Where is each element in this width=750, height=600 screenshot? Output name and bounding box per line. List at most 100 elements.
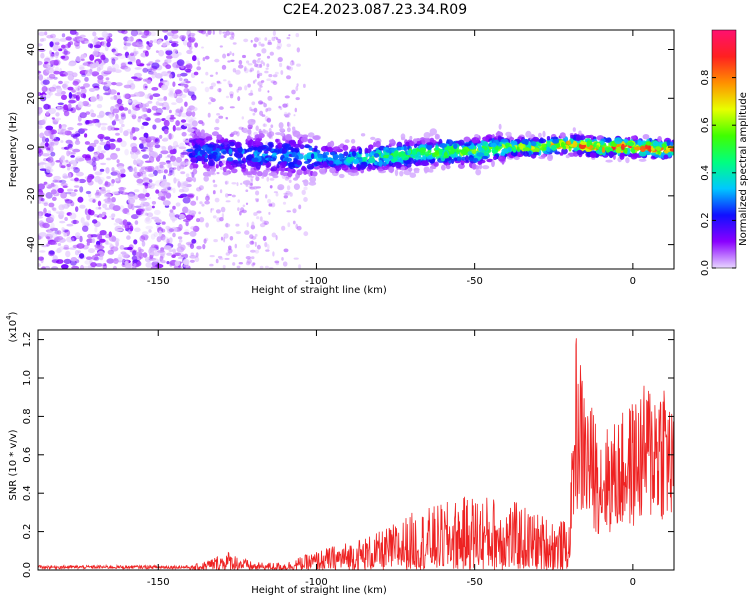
noise-cell <box>217 88 222 93</box>
noise-cell <box>275 192 279 197</box>
noise-cell <box>127 197 136 205</box>
noise-cell <box>239 211 242 216</box>
noise-cell <box>185 177 194 182</box>
noise-cell <box>251 101 256 106</box>
noise-cell <box>73 185 80 188</box>
noise-cell <box>153 39 159 44</box>
noise-cell <box>119 245 125 250</box>
noise-cell <box>227 248 233 254</box>
ridge-cell <box>357 154 361 158</box>
noise-cell <box>64 130 72 136</box>
noise-cell <box>89 109 94 114</box>
noise-cell <box>73 219 77 225</box>
noise-cell <box>77 101 84 108</box>
noise-cell <box>80 93 86 99</box>
noise-cell <box>63 81 70 84</box>
noise-cell <box>97 133 105 140</box>
ridge-cell <box>538 138 547 144</box>
noise-cell <box>91 156 97 163</box>
noise-cell <box>175 97 183 104</box>
noise-cell <box>48 91 53 96</box>
noise-cell <box>209 74 214 78</box>
noise-cell <box>229 106 235 109</box>
noise-cell <box>220 236 224 241</box>
noise-cell <box>259 265 264 269</box>
noise-cell <box>277 38 282 44</box>
ridge-cell <box>229 141 235 147</box>
noise-cell <box>162 30 169 33</box>
noise-cell <box>131 146 138 153</box>
noise-cell <box>107 249 115 255</box>
noise-cell <box>129 56 136 62</box>
ridge-cell <box>288 139 296 144</box>
noise-cell <box>45 56 50 62</box>
noise-cell <box>133 92 141 97</box>
noise-cell <box>149 179 153 183</box>
noise-cell <box>137 246 142 253</box>
noise-cell <box>140 234 149 240</box>
noise-cell <box>97 200 102 207</box>
noise-cell <box>133 263 137 266</box>
noise-cell <box>90 95 97 103</box>
noise-cell <box>277 56 283 62</box>
noise-cell <box>185 60 190 66</box>
noise-cell <box>38 74 44 81</box>
noise-cell <box>257 81 263 86</box>
noise-cell <box>111 82 117 86</box>
noise-cell <box>232 254 238 258</box>
noise-cell <box>256 70 260 75</box>
noise-cell <box>256 53 262 57</box>
noise-cell <box>149 70 157 76</box>
noise-cell <box>85 190 92 195</box>
ridge-cell <box>322 154 328 158</box>
noise-cell <box>96 95 104 102</box>
noise-cell <box>285 190 291 195</box>
y-tick-label: 1.0 <box>22 370 33 386</box>
noise-cell <box>70 155 75 158</box>
noise-cell <box>252 186 258 190</box>
noise-cell <box>128 167 135 172</box>
noise-cell <box>256 210 262 214</box>
noise-cell <box>111 63 120 71</box>
noise-cell <box>287 66 294 71</box>
noise-cell <box>186 41 192 48</box>
noise-cell <box>155 101 160 106</box>
noise-cell <box>253 43 257 48</box>
noise-cell <box>129 83 136 90</box>
ridge-cell <box>195 139 202 144</box>
ridge-cell <box>604 147 609 151</box>
noise-cell <box>152 93 161 97</box>
noise-cell <box>242 54 246 59</box>
noise-cell <box>294 107 297 113</box>
noise-cell <box>183 253 189 259</box>
noise-cell <box>107 125 113 131</box>
noise-cell <box>227 60 231 63</box>
ridge-cell <box>460 148 468 155</box>
noise-cell <box>55 160 61 163</box>
noise-cell <box>147 165 155 172</box>
noise-cell <box>204 86 210 93</box>
noise-cell <box>245 202 249 206</box>
noise-cell <box>68 72 73 77</box>
noise-cell <box>59 179 67 184</box>
ridge-cell <box>512 145 517 153</box>
ridge-cell <box>538 132 542 138</box>
noise-cell <box>141 173 147 179</box>
noise-cell <box>50 151 56 157</box>
noise-cell <box>96 104 103 109</box>
noise-cell <box>141 240 146 247</box>
noise-cell <box>267 41 273 46</box>
noise-cell <box>254 79 257 82</box>
noise-cell <box>165 160 172 163</box>
noise-cell <box>120 113 126 120</box>
noise-cell <box>295 33 300 38</box>
noise-cell <box>66 223 74 227</box>
ridge-cell <box>247 118 256 126</box>
noise-cell <box>49 214 55 221</box>
ridge-cell <box>407 149 412 154</box>
noise-cell <box>70 166 76 170</box>
noise-cell <box>296 47 300 53</box>
noise-cell <box>172 169 176 177</box>
ridge-cell <box>373 153 380 158</box>
noise-cell <box>67 203 71 207</box>
